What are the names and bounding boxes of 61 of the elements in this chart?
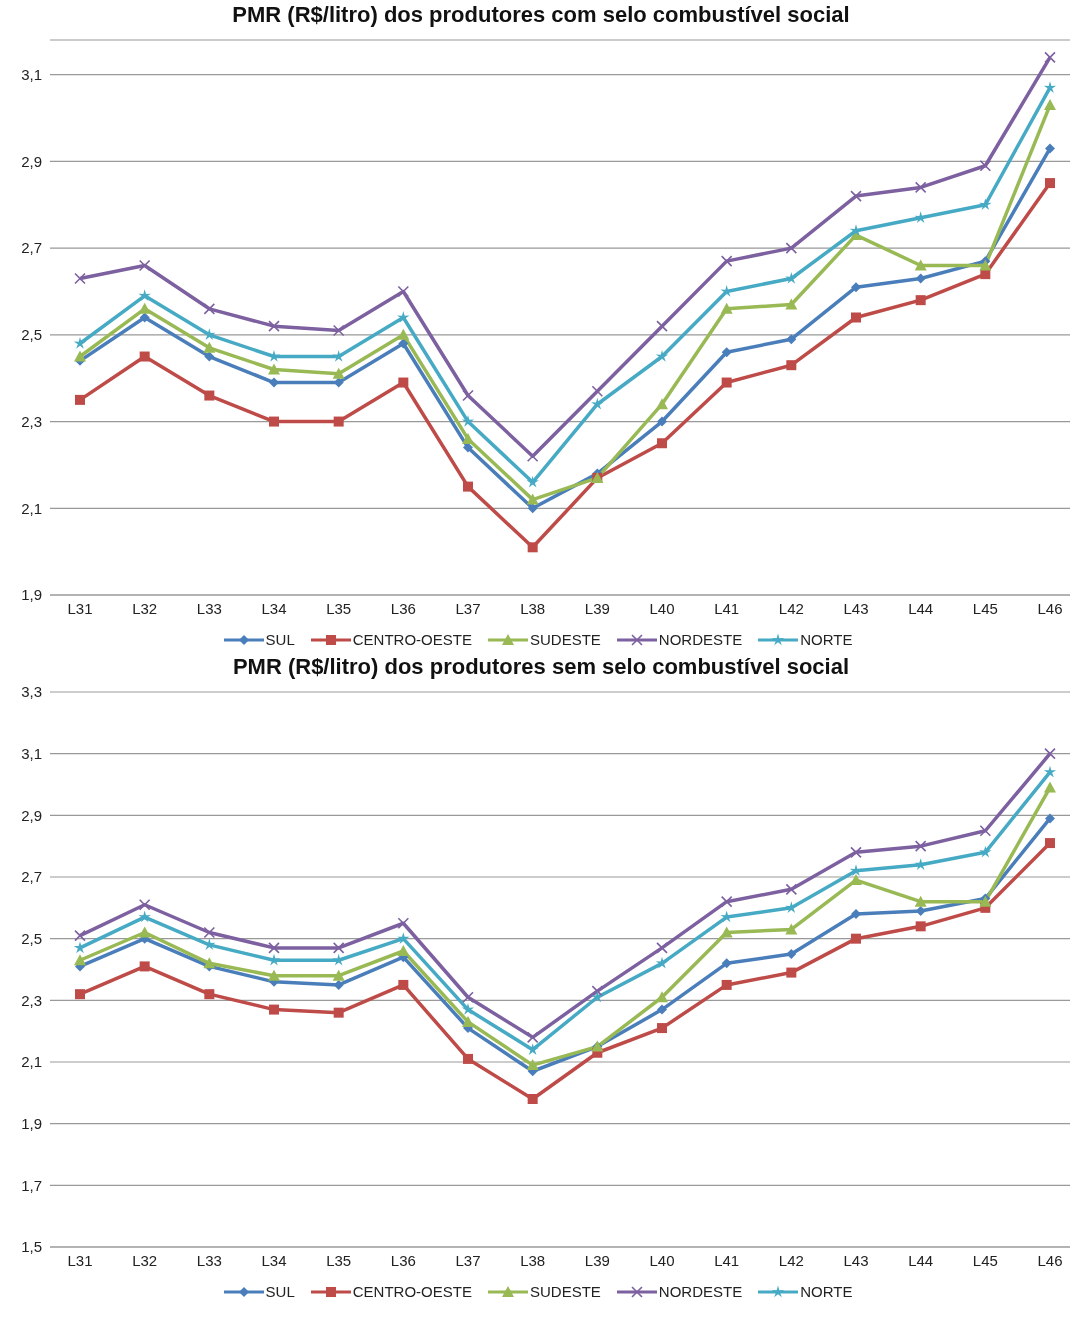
- y-tick-label: 2,5: [21, 326, 42, 344]
- y-tick-label: 2,1: [21, 499, 42, 517]
- y-tick-label: 2,9: [21, 806, 42, 824]
- legend-label: SUDESTE: [529, 1283, 601, 1300]
- y-tick-label: 2,9: [21, 152, 42, 170]
- x-tick-label: L41: [714, 599, 740, 617]
- x-tick-label: L46: [1037, 1251, 1063, 1269]
- y-tick-label: 2,5: [21, 929, 42, 947]
- legend-label: NORTE: [800, 1283, 853, 1300]
- x-tick-label: L35: [326, 1251, 352, 1269]
- x-tick-label: L33: [196, 599, 222, 617]
- x-tick-label: L44: [908, 599, 934, 617]
- x-tick-label: L35: [326, 599, 352, 617]
- x-tick-label: L31: [67, 1251, 93, 1269]
- y-tick-label: 3,3: [21, 683, 42, 701]
- x-tick-label: L38: [520, 1251, 546, 1269]
- y-tick-label: 2,3: [21, 991, 42, 1009]
- x-tick-label: L41: [714, 1251, 740, 1269]
- legend-label: SUL: [265, 1283, 295, 1300]
- legend-label: SUL: [265, 631, 295, 648]
- y-tick-label: 1,7: [21, 1176, 42, 1194]
- y-tick-label: 2,7: [21, 868, 42, 886]
- legend-label: CENTRO-OESTE: [352, 631, 472, 648]
- x-tick-label: L37: [455, 1251, 481, 1269]
- y-tick-label: 1,5: [21, 1238, 42, 1256]
- x-tick-label: L31: [67, 599, 93, 617]
- chart-title: PMR (R$/litro) dos produtores com selo combustível social: [231, 1, 851, 29]
- x-tick-label: L39: [584, 599, 610, 617]
- x-tick-label: L36: [390, 599, 416, 617]
- x-tick-label: L40: [649, 1251, 675, 1269]
- y-tick-label: 2,1: [21, 1053, 42, 1071]
- y-tick-label: 2,7: [21, 239, 42, 257]
- legend-label: NORTE: [800, 631, 853, 648]
- y-tick-label: 3,1: [21, 66, 42, 84]
- x-tick-label: L44: [908, 1251, 934, 1269]
- x-tick-label: L38: [520, 599, 546, 617]
- chart-title: PMR (R$/litro) dos produtores sem selo combustível social: [232, 654, 850, 679]
- x-tick-label: L45: [972, 1251, 998, 1269]
- x-tick-label: L46: [1037, 599, 1063, 617]
- y-tick-label: 1,9: [21, 1114, 42, 1132]
- y-tick-label: 2,3: [21, 412, 42, 430]
- x-tick-label: L42: [778, 1251, 804, 1269]
- x-tick-label: L39: [584, 1251, 610, 1269]
- y-tick-label: 3,1: [21, 744, 42, 762]
- x-tick-label: L36: [390, 1251, 416, 1269]
- x-tick-label: L34: [261, 599, 287, 617]
- x-tick-label: L42: [778, 599, 804, 617]
- x-tick-label: L45: [972, 599, 998, 617]
- x-tick-label: L32: [132, 599, 158, 617]
- x-tick-label: L43: [843, 599, 869, 617]
- x-tick-label: L34: [261, 1251, 287, 1269]
- x-tick-label: L43: [843, 1251, 869, 1269]
- x-tick-label: L37: [455, 599, 481, 617]
- x-tick-label: L33: [196, 1251, 222, 1269]
- x-tick-label: L32: [132, 1251, 158, 1269]
- legend-label: NORDESTE: [658, 631, 743, 648]
- legend-label: NORDESTE: [658, 1283, 743, 1300]
- x-tick-label: L40: [649, 599, 675, 617]
- y-tick-label: 1,9: [21, 586, 42, 604]
- legend-label: CENTRO-OESTE: [352, 1283, 472, 1300]
- legend-label: SUDESTE: [529, 631, 601, 648]
